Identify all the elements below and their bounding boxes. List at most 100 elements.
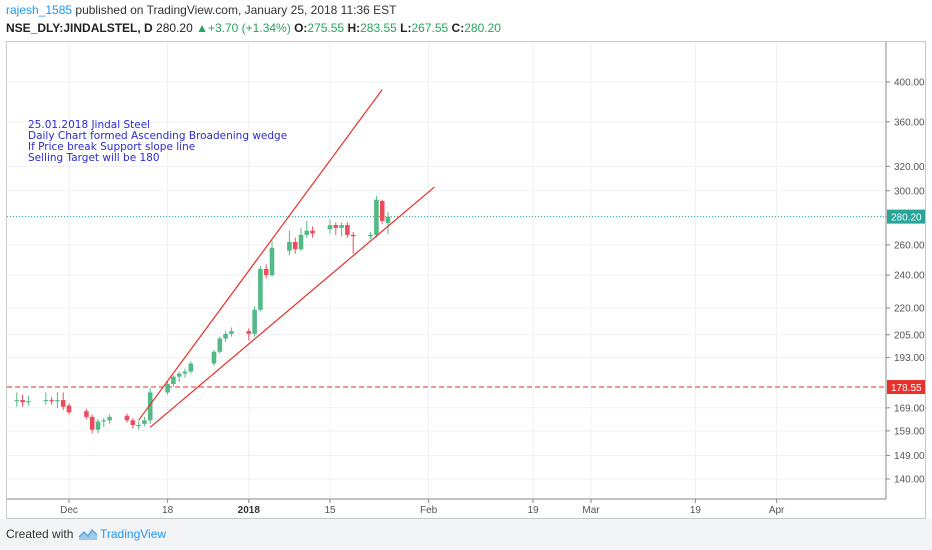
- candle-body: [147, 392, 153, 421]
- candle-body: [223, 333, 228, 339]
- footer-bar: Created with TradingView: [0, 519, 932, 550]
- candle: [339, 222, 344, 237]
- date-tick-label: 19: [527, 505, 539, 516]
- candle: [43, 392, 49, 405]
- support-trendline: [149, 186, 435, 428]
- candle-body: [136, 424, 141, 426]
- chart-panel[interactable]: 25.01.2018 Jindal Steel Daily Chart form…: [6, 41, 926, 519]
- tradingview-brand[interactable]: TradingView: [100, 527, 167, 541]
- publish-line: rajesh_1585 published on TradingView.com…: [6, 2, 926, 19]
- candle: [252, 306, 257, 337]
- annotation-line-4: Selling Target will be 180: [28, 152, 160, 164]
- up-arrow-icon: ▲: [196, 21, 208, 35]
- chart-header: rajesh_1585 published on TradingView.com…: [6, 2, 926, 37]
- candle-body: [182, 371, 188, 374]
- support-level-tag-label: 178.55: [891, 383, 922, 394]
- candle: [124, 413, 130, 423]
- close-value: 280.20: [464, 21, 501, 35]
- tradingview-logo-icon[interactable]: [78, 528, 98, 541]
- candle-body: [385, 216, 391, 223]
- candle-body: [171, 376, 176, 384]
- date-tick-label: 19: [690, 505, 702, 516]
- candles: [14, 195, 391, 434]
- candle: [20, 394, 25, 407]
- candle-body: [84, 411, 89, 417]
- open-label: O:: [294, 21, 308, 35]
- candle-body: [246, 331, 252, 334]
- candle: [89, 414, 95, 434]
- date-axis[interactable]: Dec 18 2018 15 Feb 19 Mar 19 Apr: [7, 498, 886, 516]
- candle: [269, 240, 275, 277]
- candle: [263, 264, 269, 279]
- candle-body: [66, 405, 72, 413]
- created-with-text: Created with: [6, 527, 74, 541]
- candle-body: [217, 338, 223, 352]
- high-value: 283.55: [360, 21, 397, 35]
- candle-body: [269, 247, 275, 276]
- candle-body: [26, 401, 31, 403]
- candle: [374, 195, 379, 238]
- annotation-line-2: Daily Chart formed Ascending Broadening …: [28, 130, 287, 142]
- candle: [66, 403, 72, 415]
- date-tick-label: 2018: [238, 505, 261, 516]
- annotation-line-3: If Price break Support slope line: [28, 141, 195, 153]
- candle: [165, 380, 170, 395]
- price-tick-label: 149.00: [894, 451, 925, 462]
- candle-body: [89, 416, 95, 430]
- price-tick-label: 240.00: [894, 271, 925, 282]
- price-tick-label: 169.00: [894, 403, 925, 414]
- date-tick-label: Mar: [582, 505, 600, 516]
- horizontal-lines: [7, 216, 886, 388]
- candle-body: [327, 225, 333, 230]
- author-link[interactable]: rajesh_1585: [6, 3, 73, 17]
- date-tick-label: Dec: [60, 505, 78, 516]
- high-label: H:: [347, 21, 361, 35]
- price-tick-label: 320.00: [894, 162, 925, 173]
- price-axis[interactable]: 140.00 149.00 159.00 169.00 193.00 205.00 220.…: [885, 42, 925, 499]
- candle: [345, 222, 350, 238]
- candle-body: [43, 400, 49, 402]
- price-tick-label: 193.00: [894, 353, 925, 364]
- grid: [7, 42, 886, 499]
- candle: [246, 328, 252, 341]
- annotation[interactable]: 25.01.2018 Jindal Steel Daily Chart form…: [28, 119, 287, 164]
- candle-body: [368, 234, 373, 237]
- trendlines[interactable]: [138, 89, 435, 428]
- candle: [350, 232, 356, 254]
- candle-body: [188, 363, 194, 372]
- candle: [188, 361, 194, 374]
- current-price-tag: [887, 209, 925, 224]
- price-chart[interactable]: 25.01.2018 Jindal Steel Daily Chart form…: [7, 42, 925, 518]
- candle-body: [229, 331, 234, 334]
- candle-body: [101, 420, 107, 422]
- price-tick-label: 260.00: [894, 240, 925, 251]
- close-label: C:: [451, 21, 465, 35]
- candle: [327, 219, 333, 234]
- candle: [379, 199, 385, 224]
- low-value: 267.55: [411, 21, 449, 35]
- candle-body: [49, 400, 54, 402]
- candle-body: [304, 230, 310, 235]
- price-tick-label: 220.00: [894, 304, 925, 315]
- candle: [292, 237, 298, 254]
- price-tick-label: 360.00: [894, 117, 925, 128]
- date-tick-label: Apr: [769, 505, 785, 516]
- candle-body: [333, 225, 339, 228]
- candle: [26, 395, 31, 406]
- candle: [142, 416, 147, 427]
- candle-body: [258, 268, 263, 310]
- candle: [136, 421, 141, 430]
- price-change: +3.70 (+1.34%): [207, 21, 291, 35]
- candle-body: [345, 225, 350, 235]
- candle: [182, 368, 188, 378]
- candle: [368, 232, 373, 240]
- current-price-tag-label: 280.20: [891, 213, 922, 224]
- candle-body: [350, 234, 356, 237]
- candle: [171, 375, 176, 388]
- price-tick-label: 140.00: [894, 475, 925, 486]
- candle-body: [211, 351, 217, 364]
- candle-body: [124, 415, 130, 421]
- candle: [95, 419, 101, 434]
- open-value: 275.55: [307, 21, 345, 35]
- price-tick-label: 205.00: [894, 330, 925, 341]
